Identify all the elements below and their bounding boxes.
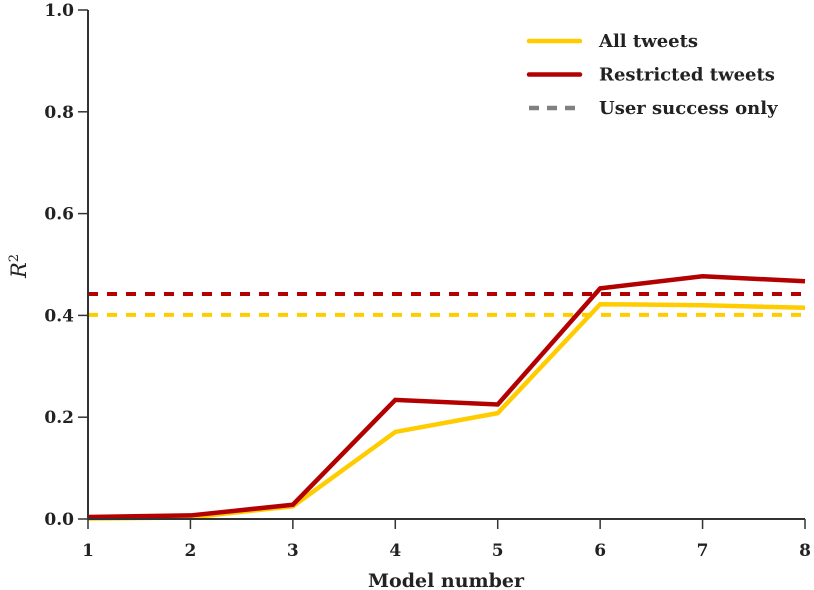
legend-label: Restricted tweets — [599, 65, 775, 86]
legend-label: All tweets — [598, 31, 698, 52]
x-tick-label: 6 — [594, 541, 606, 561]
x-tick-label: 8 — [799, 541, 811, 561]
y-tick-label: 0.6 — [44, 205, 74, 225]
x-tick-label: 3 — [287, 541, 299, 561]
y-tick-label: 0.4 — [44, 306, 74, 326]
y-tick-label: 0.0 — [44, 510, 74, 530]
x-axis-title: Model number — [368, 570, 525, 590]
y-tick-label: 0.2 — [44, 408, 74, 428]
series-line — [87, 301, 806, 521]
x-tick-label: 7 — [697, 541, 709, 561]
series-line — [87, 273, 806, 520]
legend-label: User success only — [599, 98, 778, 119]
axes: 0.0 0.2 0.4 0.6 0.8 1.0 1 2 3 4 5 6 7 8 — [44, 1, 811, 561]
x-tick-label: 1 — [82, 541, 94, 561]
legend: All tweets Restricted tweets User success … — [526, 31, 778, 119]
x-tick-label: 5 — [492, 541, 504, 561]
x-tick-label: 2 — [185, 541, 197, 561]
y-tick-label: 0.8 — [44, 103, 74, 123]
y-axis-title: R2 — [7, 254, 31, 279]
x-tick-label: 4 — [389, 541, 401, 561]
y-tick-label: 1.0 — [44, 1, 74, 21]
plot-area — [87, 273, 806, 521]
